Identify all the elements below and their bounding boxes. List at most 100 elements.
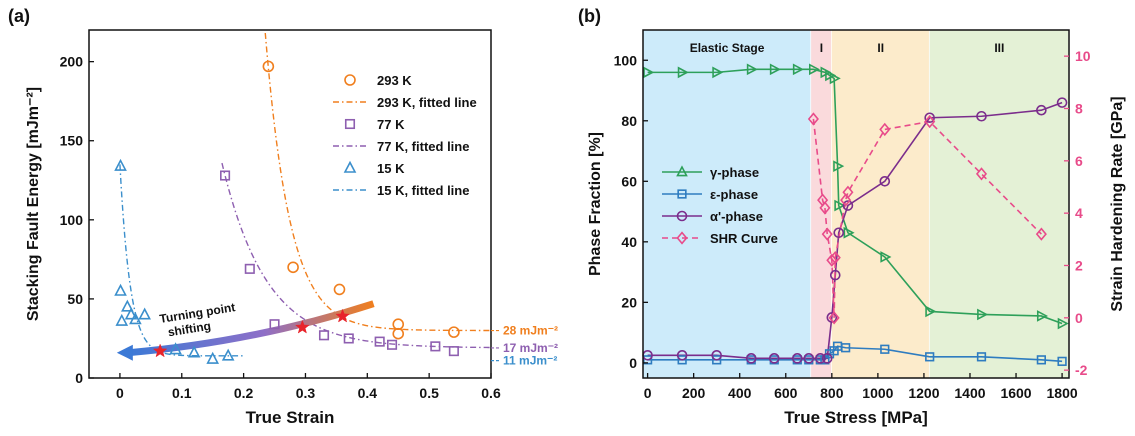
series-point (842, 200, 854, 211)
series-point (642, 355, 653, 365)
series-point (826, 253, 838, 267)
data-point (374, 336, 385, 347)
data-point (430, 341, 441, 352)
data-point (114, 283, 127, 296)
series-point (826, 312, 838, 323)
y-tick-label: 200 (60, 54, 84, 70)
arrow-label: Turning point shifting (159, 300, 237, 339)
y-tick-label: 40 (621, 234, 637, 250)
legend-label: 15 K, fitted line (377, 183, 469, 198)
data-point (121, 299, 134, 312)
x-axis-title-b: True Stress [MPa] (784, 408, 928, 427)
data-point (392, 327, 405, 340)
series-point (808, 63, 821, 76)
plot-frame (88, 29, 492, 379)
data-point (124, 307, 138, 320)
series-point (711, 350, 722, 361)
series-point (975, 167, 988, 181)
series-point (1035, 227, 1047, 241)
series-point (819, 201, 831, 215)
fitted-lines (119, 32, 491, 357)
fitted-line (119, 164, 244, 357)
y2-axis-title-b: Strain Hardening Rate [GPa] (1109, 96, 1126, 311)
stage-bands: Elastic Stage I II III (643, 30, 1069, 378)
series-point (807, 112, 819, 126)
panel-a-label: (a) (8, 6, 30, 26)
y-tick-label: 100 (614, 52, 638, 68)
data-point (386, 339, 398, 350)
stage-label: Elastic Stage (690, 41, 765, 55)
legend-b: γ-phase ε-phase α'-phase SHR Curve (662, 165, 778, 246)
legend-marker (676, 165, 688, 177)
panel-b: (b) Elastic Stage I II III 0 200 400 600 800 100… (578, 6, 1126, 427)
x-tick-label: 1600 (1000, 385, 1031, 401)
data-point (129, 312, 142, 325)
data-point (333, 283, 346, 296)
series-point (829, 250, 841, 265)
series-point (792, 63, 804, 76)
x-tick-label: 400 (728, 385, 752, 401)
data-point (262, 60, 275, 73)
legend-label: γ-phase (710, 165, 759, 180)
data-point (244, 263, 255, 274)
legend-marker (344, 74, 356, 86)
x-tick-label: 0.6 (481, 385, 501, 401)
data-point (221, 348, 235, 361)
series-line (647, 101, 1063, 360)
y-axis-title: Stacking Fault Energy [mJm⁻²] (25, 87, 42, 321)
series-point (880, 251, 892, 263)
series-point (976, 110, 987, 122)
turning-point-star (152, 343, 168, 358)
series-point (833, 160, 845, 172)
series-point (842, 185, 854, 199)
series-point (677, 355, 687, 365)
asymptote-label: 17 mJm⁻² (503, 341, 558, 355)
arrow-head (116, 344, 133, 361)
x-tick-label: 0 (644, 385, 652, 401)
series-point (880, 344, 890, 354)
stage-label: II (877, 41, 884, 55)
y2-tick-label: -2 (1075, 362, 1088, 378)
series-point (746, 63, 758, 76)
series-point (677, 66, 689, 79)
stage-band (643, 30, 812, 378)
data-point (448, 346, 459, 357)
legend-label: 15 K (377, 161, 405, 176)
y-tick-label: 0 (75, 370, 83, 386)
plot-frame-b (642, 29, 1070, 379)
data-point (169, 342, 182, 355)
legend-label: α'-phase (710, 209, 763, 224)
x-tick-label: 1400 (954, 385, 985, 401)
fitted-line (264, 32, 491, 332)
y-tick-label: 150 (60, 133, 84, 149)
series-point (833, 227, 845, 239)
turning-point-stars (152, 308, 350, 358)
x-tick-label: 1000 (862, 385, 893, 401)
series-point (828, 311, 840, 325)
series-point (643, 66, 655, 79)
y2-tick-label: 10 (1075, 48, 1091, 64)
data-point (343, 333, 354, 344)
series-point (1036, 310, 1049, 322)
asymptote-label: 11 mJm⁻² (503, 354, 557, 368)
stage-band (831, 30, 930, 378)
series-point (977, 308, 989, 321)
x-tick-label: 200 (682, 385, 706, 401)
series-point (769, 63, 781, 76)
x-tick-label: 0.5 (419, 385, 439, 401)
series-point (676, 350, 688, 361)
series-point (1036, 104, 1047, 116)
data-point (115, 313, 129, 326)
x-axis-title: True Strain (246, 408, 335, 427)
y2-tick-label: 2 (1075, 257, 1083, 273)
stage-band (929, 30, 1069, 378)
y-tick-label: 0 (629, 355, 637, 371)
legend-marker (344, 118, 356, 130)
asymptote-labels: 28 mJm⁻² 17 mJm⁻²11 mJm⁻² (491, 324, 558, 368)
x-tick-label: 600 (774, 385, 798, 401)
legend-label: 77 K (377, 117, 405, 132)
series-point (1057, 356, 1067, 366)
x-tick-label: 0 (116, 385, 124, 401)
panel-a: (a) 0 0.1 0.2 0.3 0.4 0.5 0.6 0 50 100 150 200 True… (8, 6, 558, 427)
